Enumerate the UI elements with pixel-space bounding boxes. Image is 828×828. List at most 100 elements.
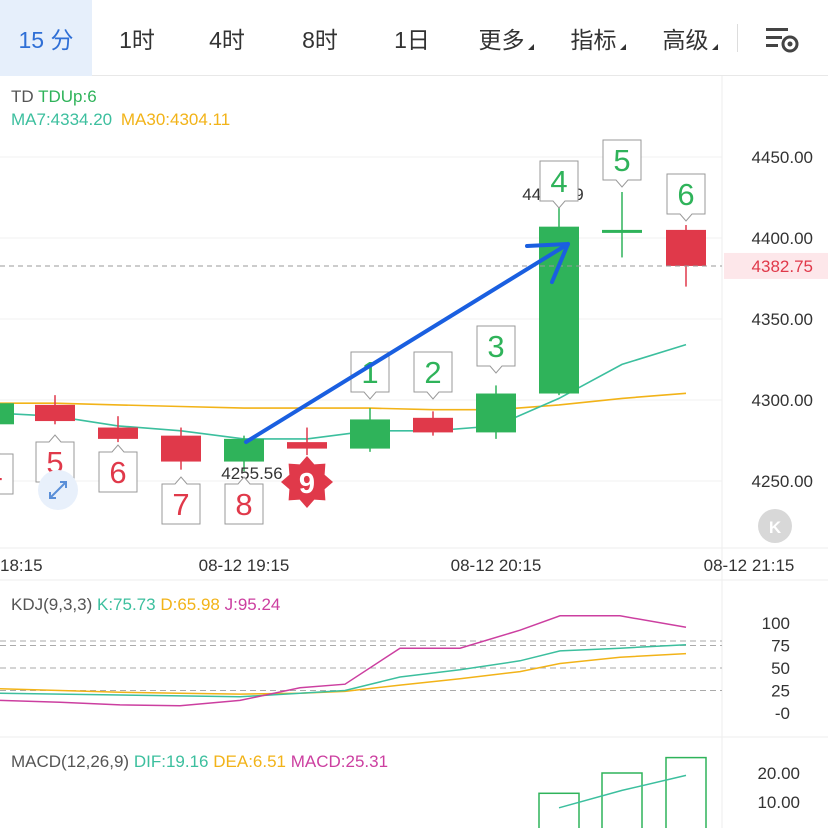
kdj-d: D:65.98	[160, 595, 220, 614]
td-label-box	[350, 351, 390, 400]
ma-legend: MA7:4334.20 MA30:4304.11	[11, 110, 230, 130]
td-count-label: 8	[235, 487, 252, 522]
macd-value: MACD:25.31	[290, 752, 389, 771]
candle-body	[287, 442, 327, 449]
tab-label: 4时	[209, 27, 245, 53]
macd-tick-label: 10.00	[757, 793, 800, 812]
kdj-tick-label: 25	[771, 682, 790, 701]
price-tick-label: 4300.00	[752, 391, 813, 410]
candle-body	[602, 229, 642, 233]
candle-body	[666, 229, 706, 266]
kdj-tick-label: -0	[775, 704, 790, 723]
td-label-box	[413, 351, 453, 400]
ma30-line	[0, 392, 687, 411]
td-indicator-name: TD	[11, 87, 34, 106]
tab-15min[interactable]: 15 分	[0, 0, 92, 76]
trend-arrow-head	[525, 242, 570, 284]
expand-arrows-glyph	[49, 481, 67, 499]
macd-name: MACD(12,26,9)	[11, 752, 130, 771]
td-count-label: 5	[613, 143, 630, 178]
kdj-d-line	[0, 652, 687, 695]
td-nine-badge	[281, 456, 333, 508]
tab-label: 1日	[394, 27, 430, 53]
timeframe-tabs: 15 分 1时 4时 8时 1日 更多 指标 高级	[0, 0, 828, 76]
kdj-j-line	[0, 615, 687, 707]
td-count-label: 3	[487, 329, 504, 364]
kdj-tick-label: 50	[771, 659, 790, 678]
price-tick-label: 4400.00	[752, 229, 813, 248]
kdj-legend: KDJ(9,3,3) K:75.73 D:65.98 J:95.24	[11, 595, 280, 615]
macd-legend: MACD(12,26,9) DIF:19.16 DEA:6.51 MACD:25…	[11, 752, 388, 772]
trend-arrow-line	[244, 242, 570, 444]
candle-body	[98, 427, 138, 439]
kdj-name: KDJ(9,3,3)	[11, 595, 93, 614]
macd-histogram-bar	[601, 772, 643, 828]
candle-body	[35, 404, 75, 422]
candle-body	[350, 419, 390, 449]
macd-dea: DEA:6.51	[213, 752, 286, 771]
tab-more[interactable]: 更多	[466, 0, 546, 76]
tab-8h[interactable]: 8时	[278, 0, 362, 76]
tab-label: 更多	[478, 27, 525, 53]
td-label-box	[476, 325, 516, 374]
time-tick-label: 08-12 19:15	[199, 556, 290, 575]
low-annotation: 4255.56	[221, 464, 282, 483]
ma30-value: MA30:4304.11	[120, 110, 231, 129]
tab-label: 高级	[662, 27, 709, 53]
candle-body	[413, 417, 453, 433]
kdj-j: J:95.24	[224, 595, 281, 614]
tab-4h[interactable]: 4时	[185, 0, 269, 76]
td-count-label: 2	[424, 355, 441, 390]
td-label-box	[666, 173, 706, 222]
dropdown-triangle-icon	[711, 44, 718, 50]
collapse-left-icon	[758, 509, 792, 543]
td-count-label: 7	[172, 487, 189, 522]
current-price-tag	[724, 252, 828, 279]
td-count-label: 4	[0, 457, 3, 492]
macd-histogram-bar	[665, 756, 707, 828]
chart-settings-icon[interactable]	[762, 22, 802, 56]
ma7-line	[0, 343, 687, 440]
tab-label: 8时	[302, 27, 338, 53]
tab-1h[interactable]: 1时	[95, 0, 179, 76]
td-count-label: 4	[550, 164, 567, 199]
td-nine-label: 9	[299, 468, 315, 500]
main-legend: TD TDUp:6	[11, 87, 97, 107]
time-tick-label: 08-12 20:15	[451, 556, 542, 575]
price-tick-label: 4250.00	[752, 472, 813, 491]
kdj-tick-label: 100	[762, 614, 790, 633]
tab-divider	[737, 24, 738, 52]
macd-tick-label: 20.00	[757, 764, 800, 783]
collapse-left-glyph: K	[769, 518, 782, 537]
td-label-box	[224, 476, 264, 525]
tab-label: 1时	[119, 27, 155, 53]
current-price-label: 4382.75	[752, 257, 813, 276]
time-tick-label: 18:15	[0, 556, 43, 575]
price-tick-label: 4450.00	[752, 148, 813, 167]
candle-body	[224, 438, 264, 462]
macd-histogram-bar	[538, 792, 580, 828]
tab-indicators[interactable]: 指标	[558, 0, 638, 76]
time-tick-label: 08-12 21:15	[704, 556, 795, 575]
kdj-k: K:75.73	[96, 595, 156, 614]
tab-advanced[interactable]: 高级	[650, 0, 730, 76]
td-label-box	[539, 160, 579, 209]
dropdown-triangle-icon	[619, 44, 626, 50]
tab-1d[interactable]: 1日	[370, 0, 454, 76]
td-label-box	[0, 453, 14, 495]
kdj-tick-label: 75	[771, 637, 790, 656]
macd-dif-line	[558, 774, 687, 809]
macd-dif: DIF:19.16	[133, 752, 209, 771]
tab-label: 指标	[570, 27, 617, 53]
td-count-label: 6	[677, 177, 694, 212]
candle-body	[476, 393, 516, 433]
td-label-box	[602, 139, 642, 188]
candle-body	[0, 403, 14, 425]
price-tick-label: 4350.00	[752, 310, 813, 329]
candle-body	[161, 435, 201, 462]
dropdown-triangle-icon	[527, 44, 534, 50]
td-label-box	[161, 476, 201, 525]
ma7-value: MA7:4334.20	[11, 110, 113, 129]
kdj-k-line	[0, 644, 687, 698]
